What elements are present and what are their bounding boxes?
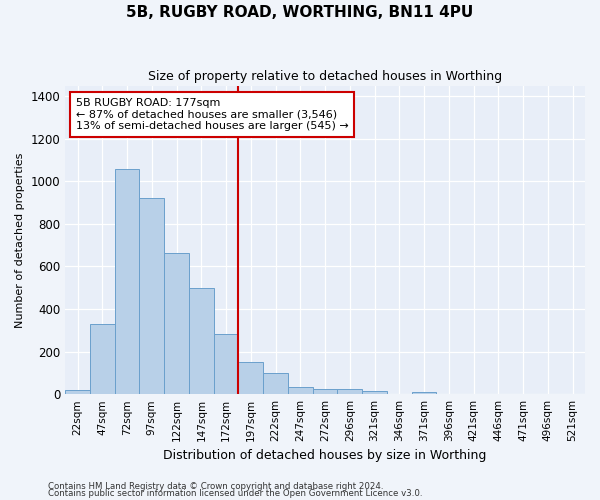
Title: Size of property relative to detached houses in Worthing: Size of property relative to detached ho…: [148, 70, 502, 83]
Bar: [337, 390, 362, 394]
Text: Contains public sector information licensed under the Open Government Licence v3: Contains public sector information licen…: [48, 489, 422, 498]
Bar: [238, 362, 263, 394]
Bar: [412, 392, 436, 394]
Bar: [214, 334, 238, 394]
Bar: [189, 288, 214, 394]
Bar: [263, 373, 288, 394]
Bar: [164, 252, 189, 394]
Bar: [90, 324, 115, 394]
Bar: [65, 390, 90, 394]
Bar: [288, 386, 313, 394]
Bar: [115, 168, 139, 394]
Text: Contains HM Land Registry data © Crown copyright and database right 2024.: Contains HM Land Registry data © Crown c…: [48, 482, 383, 491]
Bar: [362, 391, 387, 394]
Text: 5B RUGBY ROAD: 177sqm
← 87% of detached houses are smaller (3,546)
13% of semi-d: 5B RUGBY ROAD: 177sqm ← 87% of detached …: [76, 98, 349, 131]
X-axis label: Distribution of detached houses by size in Worthing: Distribution of detached houses by size …: [163, 450, 487, 462]
Y-axis label: Number of detached properties: Number of detached properties: [15, 152, 25, 328]
Text: 5B, RUGBY ROAD, WORTHING, BN11 4PU: 5B, RUGBY ROAD, WORTHING, BN11 4PU: [127, 5, 473, 20]
Bar: [313, 389, 337, 394]
Bar: [139, 198, 164, 394]
